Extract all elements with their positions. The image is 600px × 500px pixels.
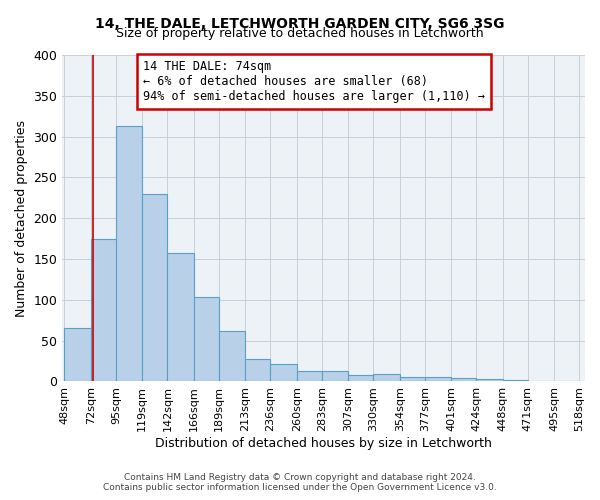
Bar	[348, 375, 373, 382]
Bar	[245, 360, 271, 382]
X-axis label: Distribution of detached houses by size in Letchworth: Distribution of detached houses by size …	[155, 437, 492, 450]
Bar	[554, 380, 580, 382]
Bar	[271, 364, 297, 382]
Text: 14 THE DALE: 74sqm
← 6% of detached houses are smaller (68)
94% of semi-detached: 14 THE DALE: 74sqm ← 6% of detached hous…	[143, 60, 485, 103]
Bar	[400, 376, 425, 382]
Bar	[476, 379, 503, 382]
Bar	[64, 328, 91, 382]
Bar	[219, 331, 245, 382]
Bar	[528, 380, 554, 382]
Bar	[167, 252, 194, 382]
Bar	[116, 126, 142, 382]
Bar	[142, 194, 167, 382]
Bar	[91, 238, 116, 382]
Bar	[503, 380, 528, 382]
Text: Size of property relative to detached houses in Letchworth: Size of property relative to detached ho…	[116, 28, 484, 40]
Bar	[297, 371, 322, 382]
Y-axis label: Number of detached properties: Number of detached properties	[15, 120, 28, 316]
Bar	[194, 298, 219, 382]
Bar	[451, 378, 476, 382]
Bar	[322, 371, 348, 382]
Text: Contains HM Land Registry data © Crown copyright and database right 2024.
Contai: Contains HM Land Registry data © Crown c…	[103, 473, 497, 492]
Bar	[373, 374, 400, 382]
Bar	[425, 378, 451, 382]
Text: 14, THE DALE, LETCHWORTH GARDEN CITY, SG6 3SG: 14, THE DALE, LETCHWORTH GARDEN CITY, SG…	[95, 18, 505, 32]
